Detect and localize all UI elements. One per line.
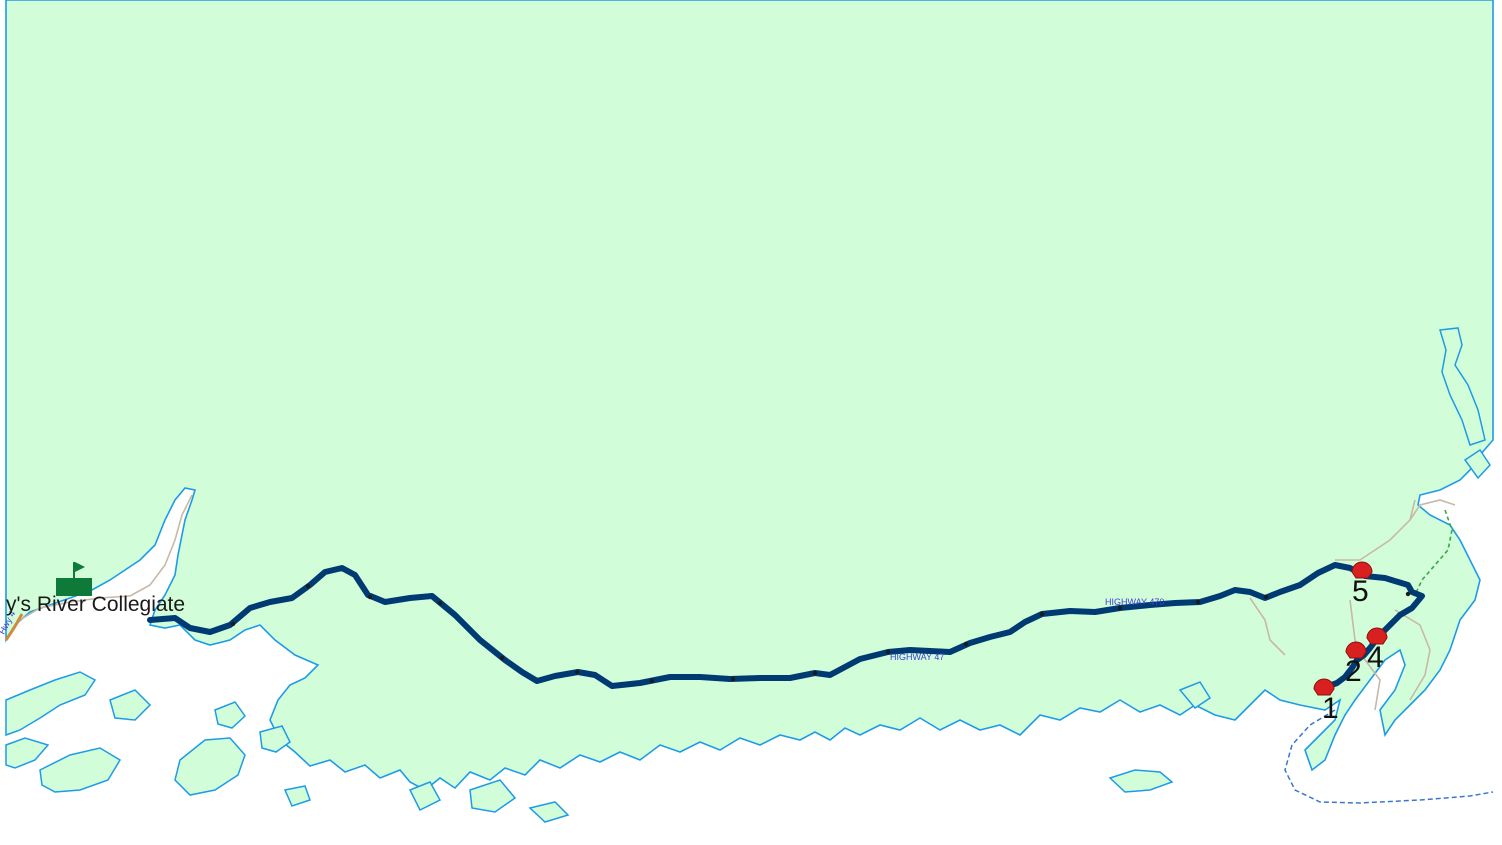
- route-arrow: [437, 600, 443, 606]
- route-arrow: [649, 678, 655, 684]
- island: [5, 671, 97, 737]
- route-arrow: [812, 670, 818, 676]
- ferry-route: [1284, 709, 1494, 804]
- island: [109, 689, 152, 721]
- road: [1335, 499, 1416, 561]
- flag-base: [56, 578, 92, 596]
- flag-icon[interactable]: [56, 562, 92, 596]
- road: [1409, 499, 1456, 521]
- marker-pin-icon: [1366, 627, 1388, 645]
- island: [214, 701, 246, 729]
- route-marker-1[interactable]: 1: [1313, 678, 1339, 725]
- route-marker-2[interactable]: 2: [1345, 641, 1367, 688]
- flag-banner: [75, 562, 85, 572]
- road: [1349, 599, 1381, 711]
- marker-pin-icon: [1345, 641, 1367, 659]
- island: [174, 737, 246, 796]
- route-arrow: [1263, 594, 1269, 600]
- island: [408, 781, 442, 812]
- place-label[interactable]: y's River Collegiate: [6, 593, 185, 616]
- route-arrow: [305, 583, 311, 589]
- road: [1249, 597, 1286, 656]
- island: [1178, 681, 1212, 709]
- route-arrow: [885, 649, 891, 655]
- route-arrow: [1117, 605, 1123, 611]
- island: [259, 725, 291, 753]
- road: [129, 494, 193, 597]
- marker-label: 2: [1345, 655, 1362, 688]
- route-arrow: [963, 641, 969, 647]
- road: [1394, 609, 1431, 701]
- highway-shield: Hwy 4: [0, 609, 24, 641]
- island: [469, 779, 517, 813]
- road-label: HIGHWAY 470: [1105, 597, 1164, 607]
- island: [1463, 448, 1491, 480]
- route-arrow: [230, 621, 236, 627]
- marker-pin-icon: [1351, 561, 1373, 579]
- marker-label: 4: [1367, 641, 1384, 674]
- road-label: HIGHWAY 47: [890, 652, 944, 662]
- marker-pin-icon: [1313, 678, 1335, 696]
- island: [1108, 769, 1174, 793]
- land-mass: [5, 0, 1494, 791]
- marker-label: 5: [1352, 575, 1369, 608]
- route-arrow: [730, 676, 736, 682]
- island: [39, 747, 122, 793]
- marker-label: 1: [1322, 692, 1339, 725]
- islands: [5, 327, 1491, 823]
- route-arrow: [574, 669, 580, 675]
- route-marker-5[interactable]: 5: [1351, 561, 1373, 608]
- route-arrow: [367, 594, 373, 600]
- trail: [1414, 509, 1453, 596]
- route-arrow: [1039, 611, 1045, 617]
- route-arrow: [499, 655, 505, 661]
- island: [5, 737, 50, 769]
- island: [1439, 327, 1486, 446]
- route-marker-4[interactable]: 4: [1366, 627, 1388, 674]
- island: [528, 801, 570, 823]
- road-segment: [4, 613, 24, 641]
- island: [283, 785, 311, 807]
- route-arrow: [1195, 599, 1201, 605]
- route-line: [147, 562, 1425, 690]
- route-arrow: [1405, 591, 1411, 597]
- route-arrows: [230, 583, 1411, 684]
